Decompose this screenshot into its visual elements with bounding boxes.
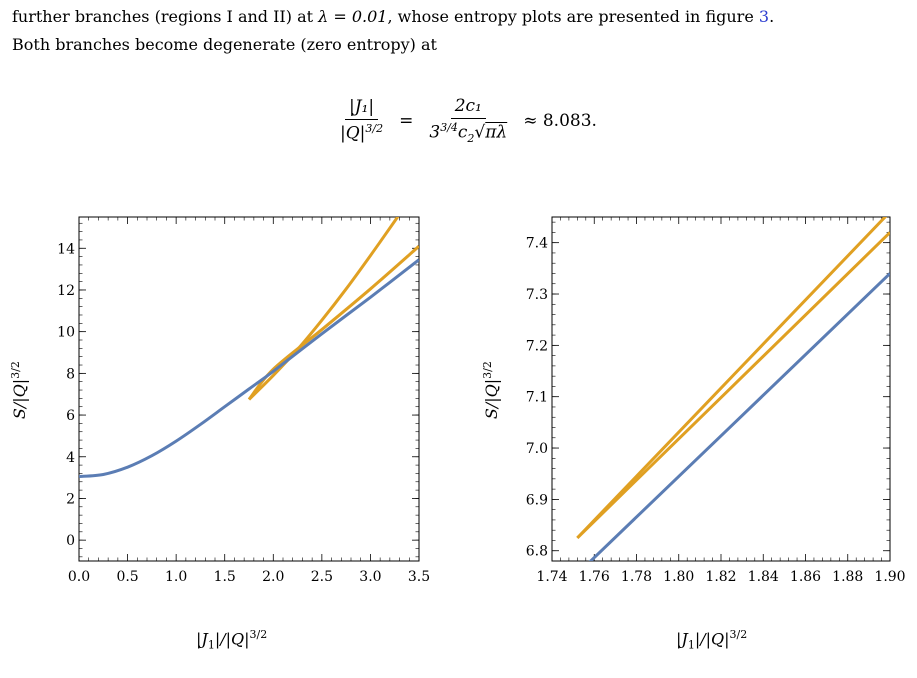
left-y-axis-label: S/|Q|3/2 [8, 361, 30, 420]
paragraph-text-2: , whose entropy plots are presented in f… [387, 7, 759, 26]
right-x-axis-label: |J1|/|Q|3/2 [676, 628, 748, 652]
right-y-tick-label: 7.4 [526, 236, 548, 252]
paragraph-text: further branches (regions I and II) at [12, 7, 319, 26]
left-y-tick-label: 10 [57, 325, 75, 341]
rhs-fraction: 2c₁ 33/4c2√πλ [425, 96, 511, 145]
right-x-tick-label: 1.90 [874, 569, 905, 585]
right-series-blue-0 [588, 272, 890, 561]
approx-value: ≈ 8.083. [523, 110, 597, 131]
left-x-tick-label: 2.5 [311, 569, 333, 585]
right-y-tick-label: 6.8 [526, 544, 548, 560]
left-x-tick-label: 1.5 [214, 569, 236, 585]
left-x-tick-label: 3.5 [408, 569, 430, 585]
right-x-tick-label: 1.76 [579, 569, 610, 585]
left-y-tick-label: 0 [66, 533, 75, 549]
left-x-tick-label: 3.0 [359, 569, 381, 585]
left-y-tick-label: 4 [66, 450, 75, 466]
left-x-axis-label: |J1|/|Q|3/2 [196, 628, 268, 652]
left-y-tick-label: 14 [57, 241, 75, 257]
lhs-fraction: |J₁| |Q|3/2 [336, 97, 387, 144]
left-x-tick-label: 1.0 [165, 569, 187, 585]
right-y-tick-label: 7.0 [526, 441, 548, 457]
right-x-tick-label: 1.84 [748, 569, 779, 585]
left-series-blue-0 [79, 258, 419, 479]
left-y-tick-label: 8 [66, 366, 75, 382]
right-series-orange-1 [576, 231, 890, 539]
left-x-tick-label: 0.5 [116, 569, 138, 585]
right-x-tick-label: 1.86 [790, 569, 821, 585]
right-y-axis-label: S/|Q|3/2 [480, 361, 502, 420]
lhs-numerator: |J₁| [345, 97, 379, 121]
left-x-tick-label: 2.0 [262, 569, 284, 585]
right-y-tick-label: 7.2 [526, 338, 548, 354]
right-x-tick-label: 1.82 [705, 569, 736, 585]
left-y-tick-label: 6 [66, 408, 75, 424]
lambda-value: λ = 0.01 [318, 7, 388, 26]
right-x-tick-label: 1.74 [536, 569, 567, 585]
right-y-tick-label: 7.3 [526, 287, 548, 303]
left-plot-frame [78, 216, 420, 562]
right-y-tick-label: 7.1 [526, 390, 548, 406]
right-x-tick-label: 1.78 [621, 569, 652, 585]
paragraph-line-2: Both branches become degenerate (zero en… [12, 35, 437, 54]
display-equation: |J₁| |Q|3/2 = 2c₁ 33/4c2√πλ ≈ 8.083. [332, 96, 605, 145]
rhs-denominator: 33/4c2√πλ [429, 121, 508, 146]
figure-reference-link[interactable]: 3 [758, 7, 770, 26]
paragraph-line-1: further branches (regions I and II) at λ… [12, 6, 774, 28]
left-y-tick-label: 12 [57, 283, 75, 299]
left-y-tick-label: 2 [66, 491, 75, 507]
left-x-tick-label: 0.0 [68, 569, 90, 585]
right-x-tick-label: 1.88 [832, 569, 863, 585]
right-y-tick-label: 6.9 [526, 492, 548, 508]
rhs-numerator: 2c₁ [450, 96, 486, 119]
lhs-denominator: |Q|3/2 [340, 122, 384, 144]
paragraph-period: . [769, 7, 775, 26]
right-series-orange-2 [576, 217, 888, 539]
equals-sign: = [399, 110, 414, 131]
right-x-tick-label: 1.80 [663, 569, 694, 585]
left-series-orange-2 [247, 217, 400, 401]
